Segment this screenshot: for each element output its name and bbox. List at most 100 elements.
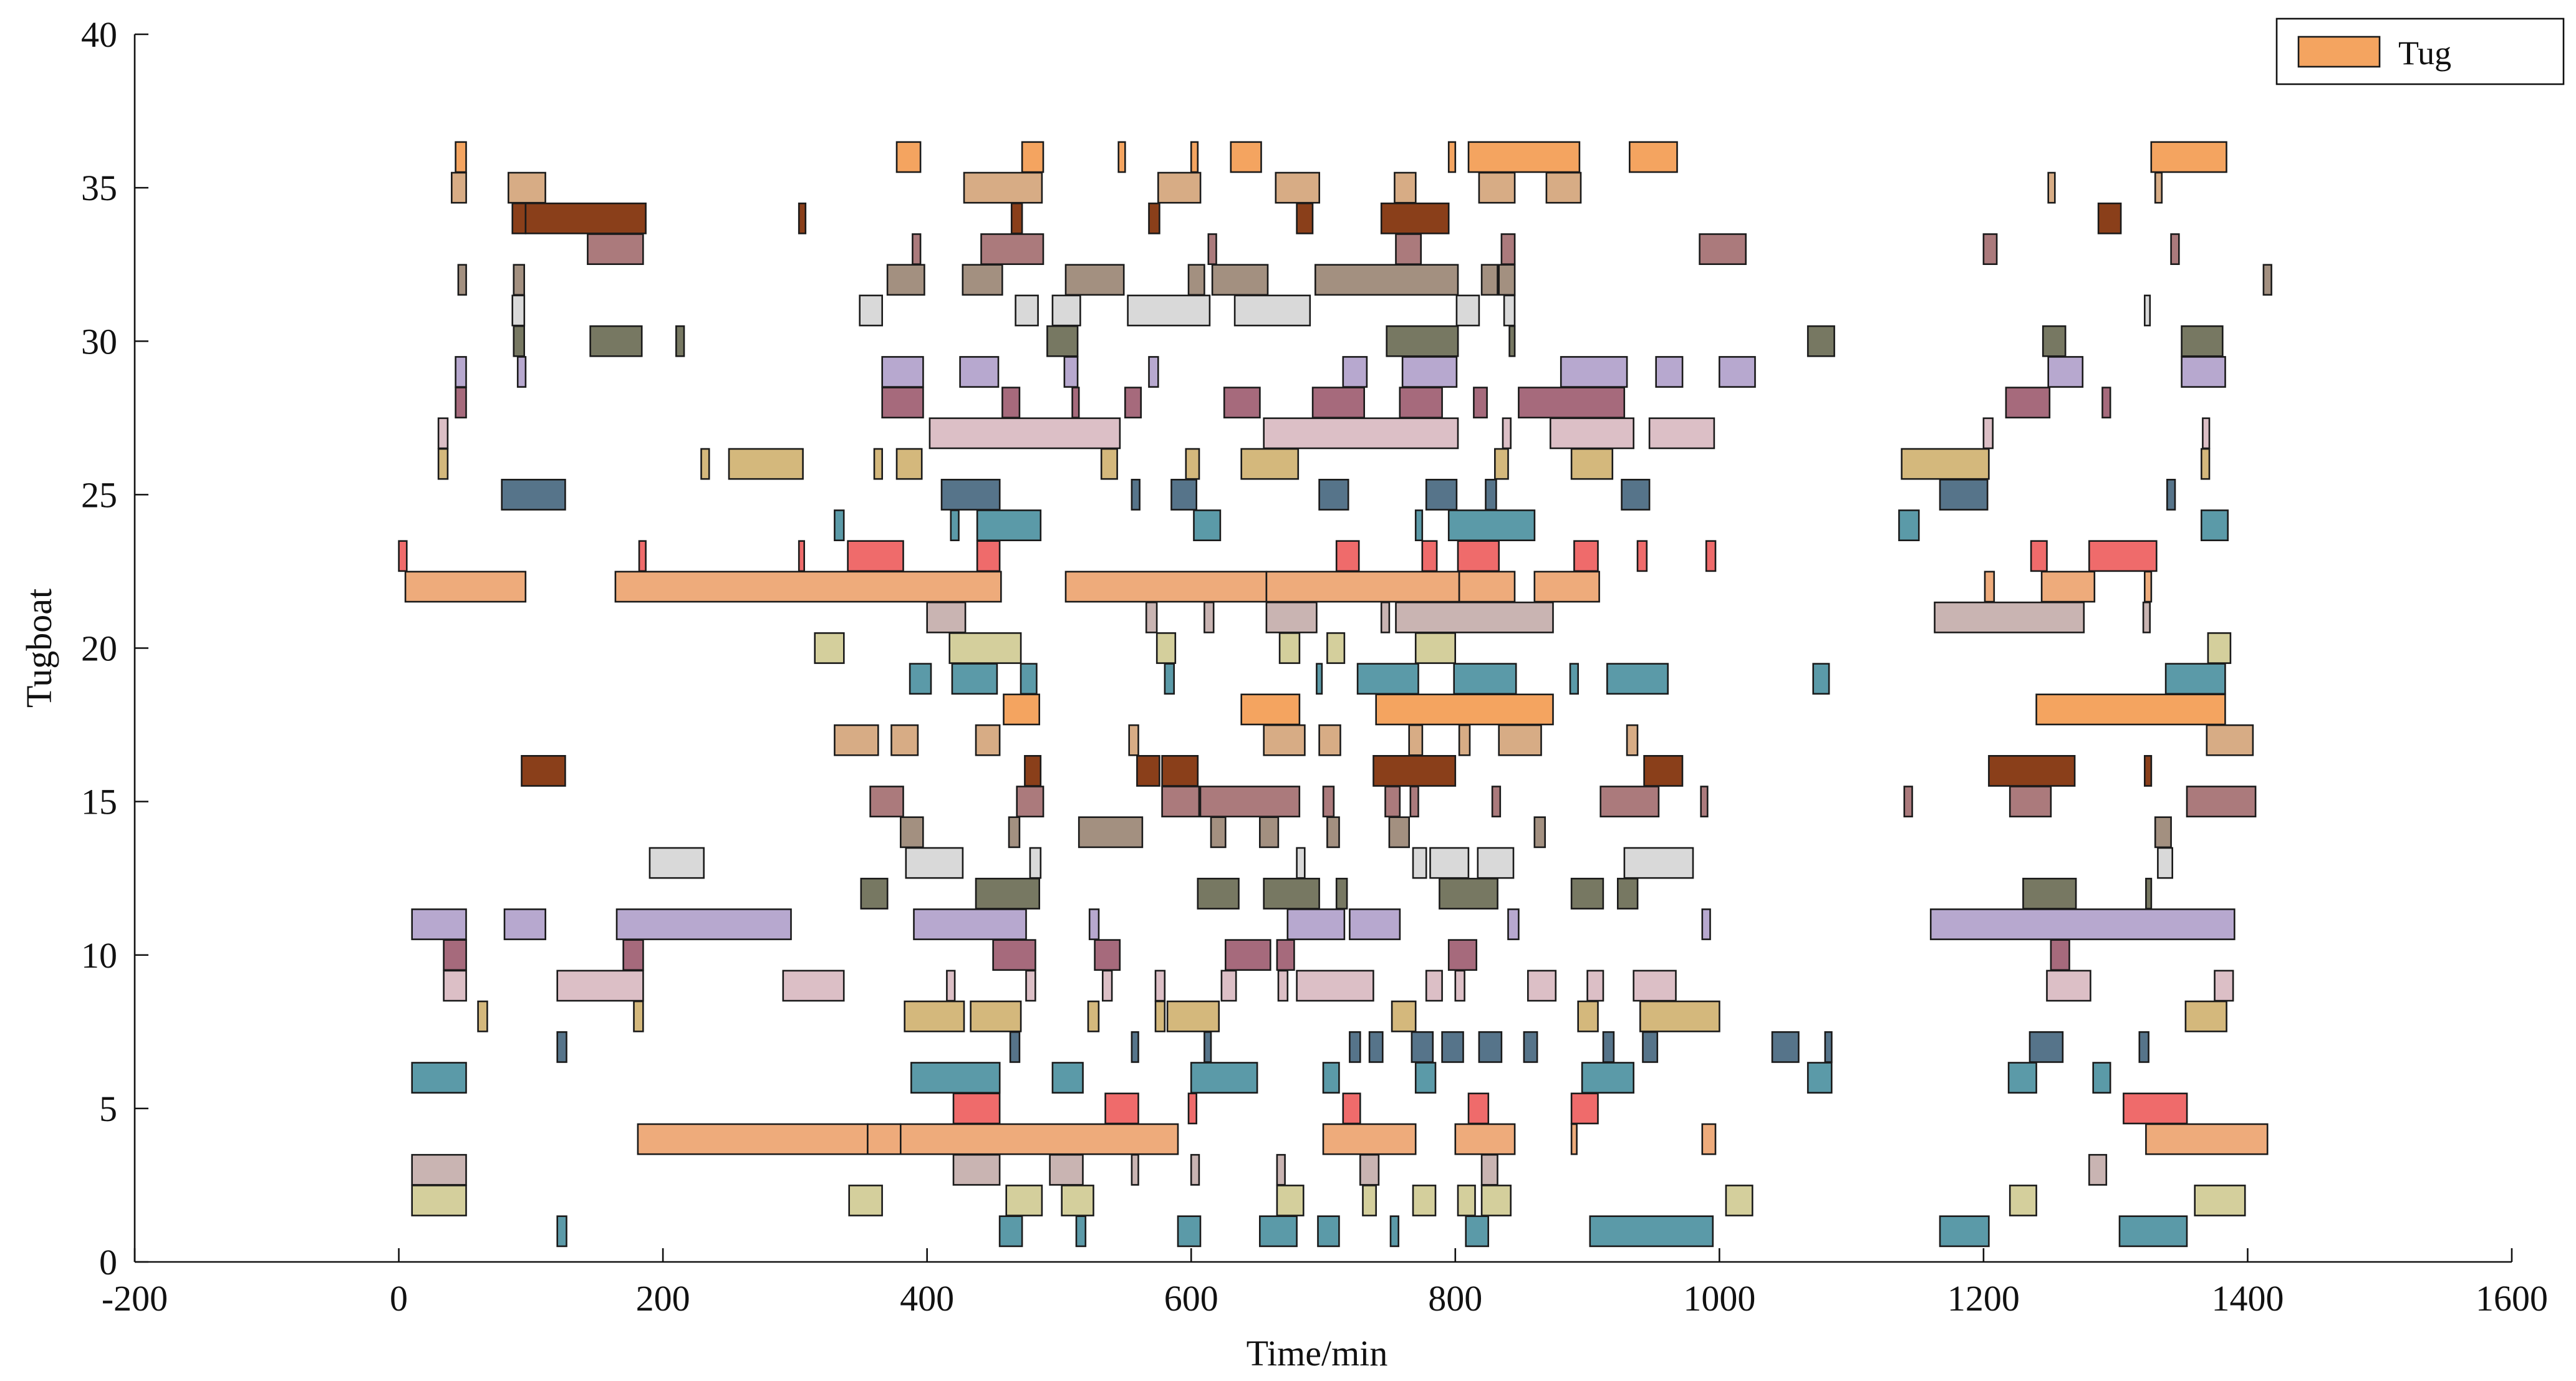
task-bar-tug-29-283 xyxy=(881,356,924,388)
task-bar-tug-4-39 xyxy=(2145,1123,2269,1155)
task-bar-tug-12-122 xyxy=(1263,877,1320,910)
task-bar-tug-15-152 xyxy=(1384,786,1401,818)
task-bar-tug-1-10 xyxy=(2118,1215,2188,1248)
task-bar-tug-32-312 xyxy=(457,264,467,296)
task-bar-tug-31-307 xyxy=(1127,294,1211,327)
task-bar-tug-11-114 xyxy=(1286,908,1346,940)
task-bar-tug-31-306 xyxy=(1051,294,1081,327)
task-bar-tug-21-204 xyxy=(1265,601,1318,633)
task-bar-tug-19-189 xyxy=(1453,663,1517,695)
task-bar-tug-28-270 xyxy=(881,387,924,419)
task-bar-tug-14-144 xyxy=(1388,816,1410,849)
task-bar-tug-30-302 xyxy=(2181,325,2224,357)
task-bar-tug-12-119 xyxy=(860,877,889,910)
task-bar-tug-22-213 xyxy=(1458,570,1516,603)
task-bar-tug-6-53 xyxy=(1581,1062,1635,1094)
task-bar-tug-29-292 xyxy=(2047,356,2084,388)
task-bar-tug-8-77 xyxy=(1087,1000,1100,1032)
task-bar-tug-25-246 xyxy=(1621,478,1651,511)
task-bar-tug-6-50 xyxy=(1190,1062,1258,1094)
task-bar-tug-3-27 xyxy=(1190,1153,1200,1186)
task-bar-tug-19-186 xyxy=(1164,663,1175,695)
task-bar-tug-35-341 xyxy=(507,171,546,204)
task-bar-tug-25-239 xyxy=(501,478,566,511)
task-bar-tug-22-212 xyxy=(1265,570,1460,603)
task-bar-tug-16-166 xyxy=(1988,755,2076,787)
task-bar-tug-24-238 xyxy=(2201,509,2229,542)
task-bar-tug-27-268 xyxy=(2202,417,2211,450)
task-bar-tug-33-331 xyxy=(2170,233,2180,266)
x-tick-label: 1000 xyxy=(1683,1278,1755,1319)
task-bar-tug-3-25 xyxy=(1049,1153,1084,1186)
task-bar-tug-22-217 xyxy=(2144,570,2153,603)
task-bar-tug-34-339 xyxy=(2097,202,2122,234)
task-bar-tug-12-124 xyxy=(1439,877,1498,910)
task-bar-tug-31-305 xyxy=(1015,294,1039,327)
task-bar-tug-24-236 xyxy=(1447,509,1536,542)
legend-swatch xyxy=(2297,36,2381,68)
y-tick-label: 5 xyxy=(99,1089,117,1129)
task-bar-tug-19-188 xyxy=(1356,663,1419,695)
task-bar-tug-6-51 xyxy=(1322,1062,1340,1094)
task-bar-tug-9-84 xyxy=(443,970,467,1002)
task-bar-tug-13-132 xyxy=(1296,847,1306,879)
task-bar-tug-17-170 xyxy=(975,724,1001,756)
task-bar-tug-4-33 xyxy=(867,1123,902,1155)
task-bar-tug-22-216 xyxy=(2040,570,2096,603)
task-bar-tug-22-211 xyxy=(1064,570,1268,603)
task-bar-tug-1-6 xyxy=(1389,1215,1399,1248)
task-bar-tug-27-264 xyxy=(1502,417,1512,450)
task-bar-tug-5-45 xyxy=(1570,1092,1599,1125)
task-bar-tug-2-22 xyxy=(2194,1185,2246,1216)
y-tick-label: 25 xyxy=(81,474,117,515)
task-bar-tug-7-67 xyxy=(1602,1031,1615,1063)
task-bar-tug-7-59 xyxy=(1131,1031,1139,1063)
task-bar-tug-4-37 xyxy=(1570,1123,1578,1155)
task-bar-tug-35-346 xyxy=(1478,171,1516,204)
task-bar-tug-9-93 xyxy=(1296,970,1374,1002)
task-bar-tug-13-135 xyxy=(1477,847,1515,879)
task-bar-tug-4-32 xyxy=(637,1123,869,1155)
task-bar-tug-19-192 xyxy=(1812,663,1830,695)
y-tick-label: 20 xyxy=(81,628,117,669)
task-bar-tug-7-70 xyxy=(1824,1031,1833,1063)
task-bar-tug-19-184 xyxy=(951,663,998,695)
task-bar-tug-10-102 xyxy=(622,939,644,971)
x-axis-label: Time/min xyxy=(1247,1333,1388,1374)
task-bar-tug-18-179 xyxy=(1003,693,1041,726)
task-bar-tug-12-126 xyxy=(1617,877,1639,910)
x-tick-label: 200 xyxy=(636,1278,690,1319)
task-bar-tug-11-116 xyxy=(1507,908,1520,940)
task-bar-tug-36-359 xyxy=(2150,141,2227,173)
task-bar-tug-2-18 xyxy=(1457,1185,1476,1216)
task-bar-tug-24-231 xyxy=(834,509,845,542)
task-bar-tug-13-130 xyxy=(905,847,964,879)
task-bar-tug-11-109 xyxy=(411,908,467,940)
task-bar-tug-14-139 xyxy=(1008,816,1021,849)
task-bar-tug-15-148 xyxy=(1016,786,1044,818)
task-bar-tug-15-154 xyxy=(1491,786,1502,818)
task-bar-tug-23-229 xyxy=(2030,540,2048,572)
task-bar-tug-9-96 xyxy=(1527,970,1557,1002)
task-bar-tug-10-105 xyxy=(1225,939,1271,971)
task-bar-tug-17-178 xyxy=(2206,724,2254,756)
task-bar-tug-20-198 xyxy=(1326,632,1346,664)
task-bar-tug-9-91 xyxy=(1220,970,1237,1002)
task-bar-tug-26-257 xyxy=(1494,448,1509,480)
task-bar-tug-4-34 xyxy=(900,1123,1179,1155)
task-bar-tug-25-240 xyxy=(940,478,1001,511)
task-bar-tug-9-85 xyxy=(556,970,644,1002)
task-bar-tug-19-183 xyxy=(909,663,932,695)
task-bar-tug-32-322 xyxy=(2262,264,2272,296)
x-tick-label: 1200 xyxy=(1947,1278,2020,1319)
task-bar-tug-5-44 xyxy=(1467,1092,1490,1125)
task-bar-tug-35-349 xyxy=(2154,171,2163,204)
task-bar-tug-8-78 xyxy=(1154,1000,1166,1032)
task-bar-tug-33-329 xyxy=(1699,233,1747,266)
task-bar-tug-32-316 xyxy=(1064,264,1125,296)
task-bar-tug-20-197 xyxy=(1278,632,1301,664)
task-bar-tug-12-127 xyxy=(2022,877,2077,910)
task-bar-tug-23-227 xyxy=(1636,540,1648,572)
task-bar-tug-33-326 xyxy=(1207,233,1217,266)
task-bar-tug-1-2 xyxy=(1075,1215,1087,1248)
